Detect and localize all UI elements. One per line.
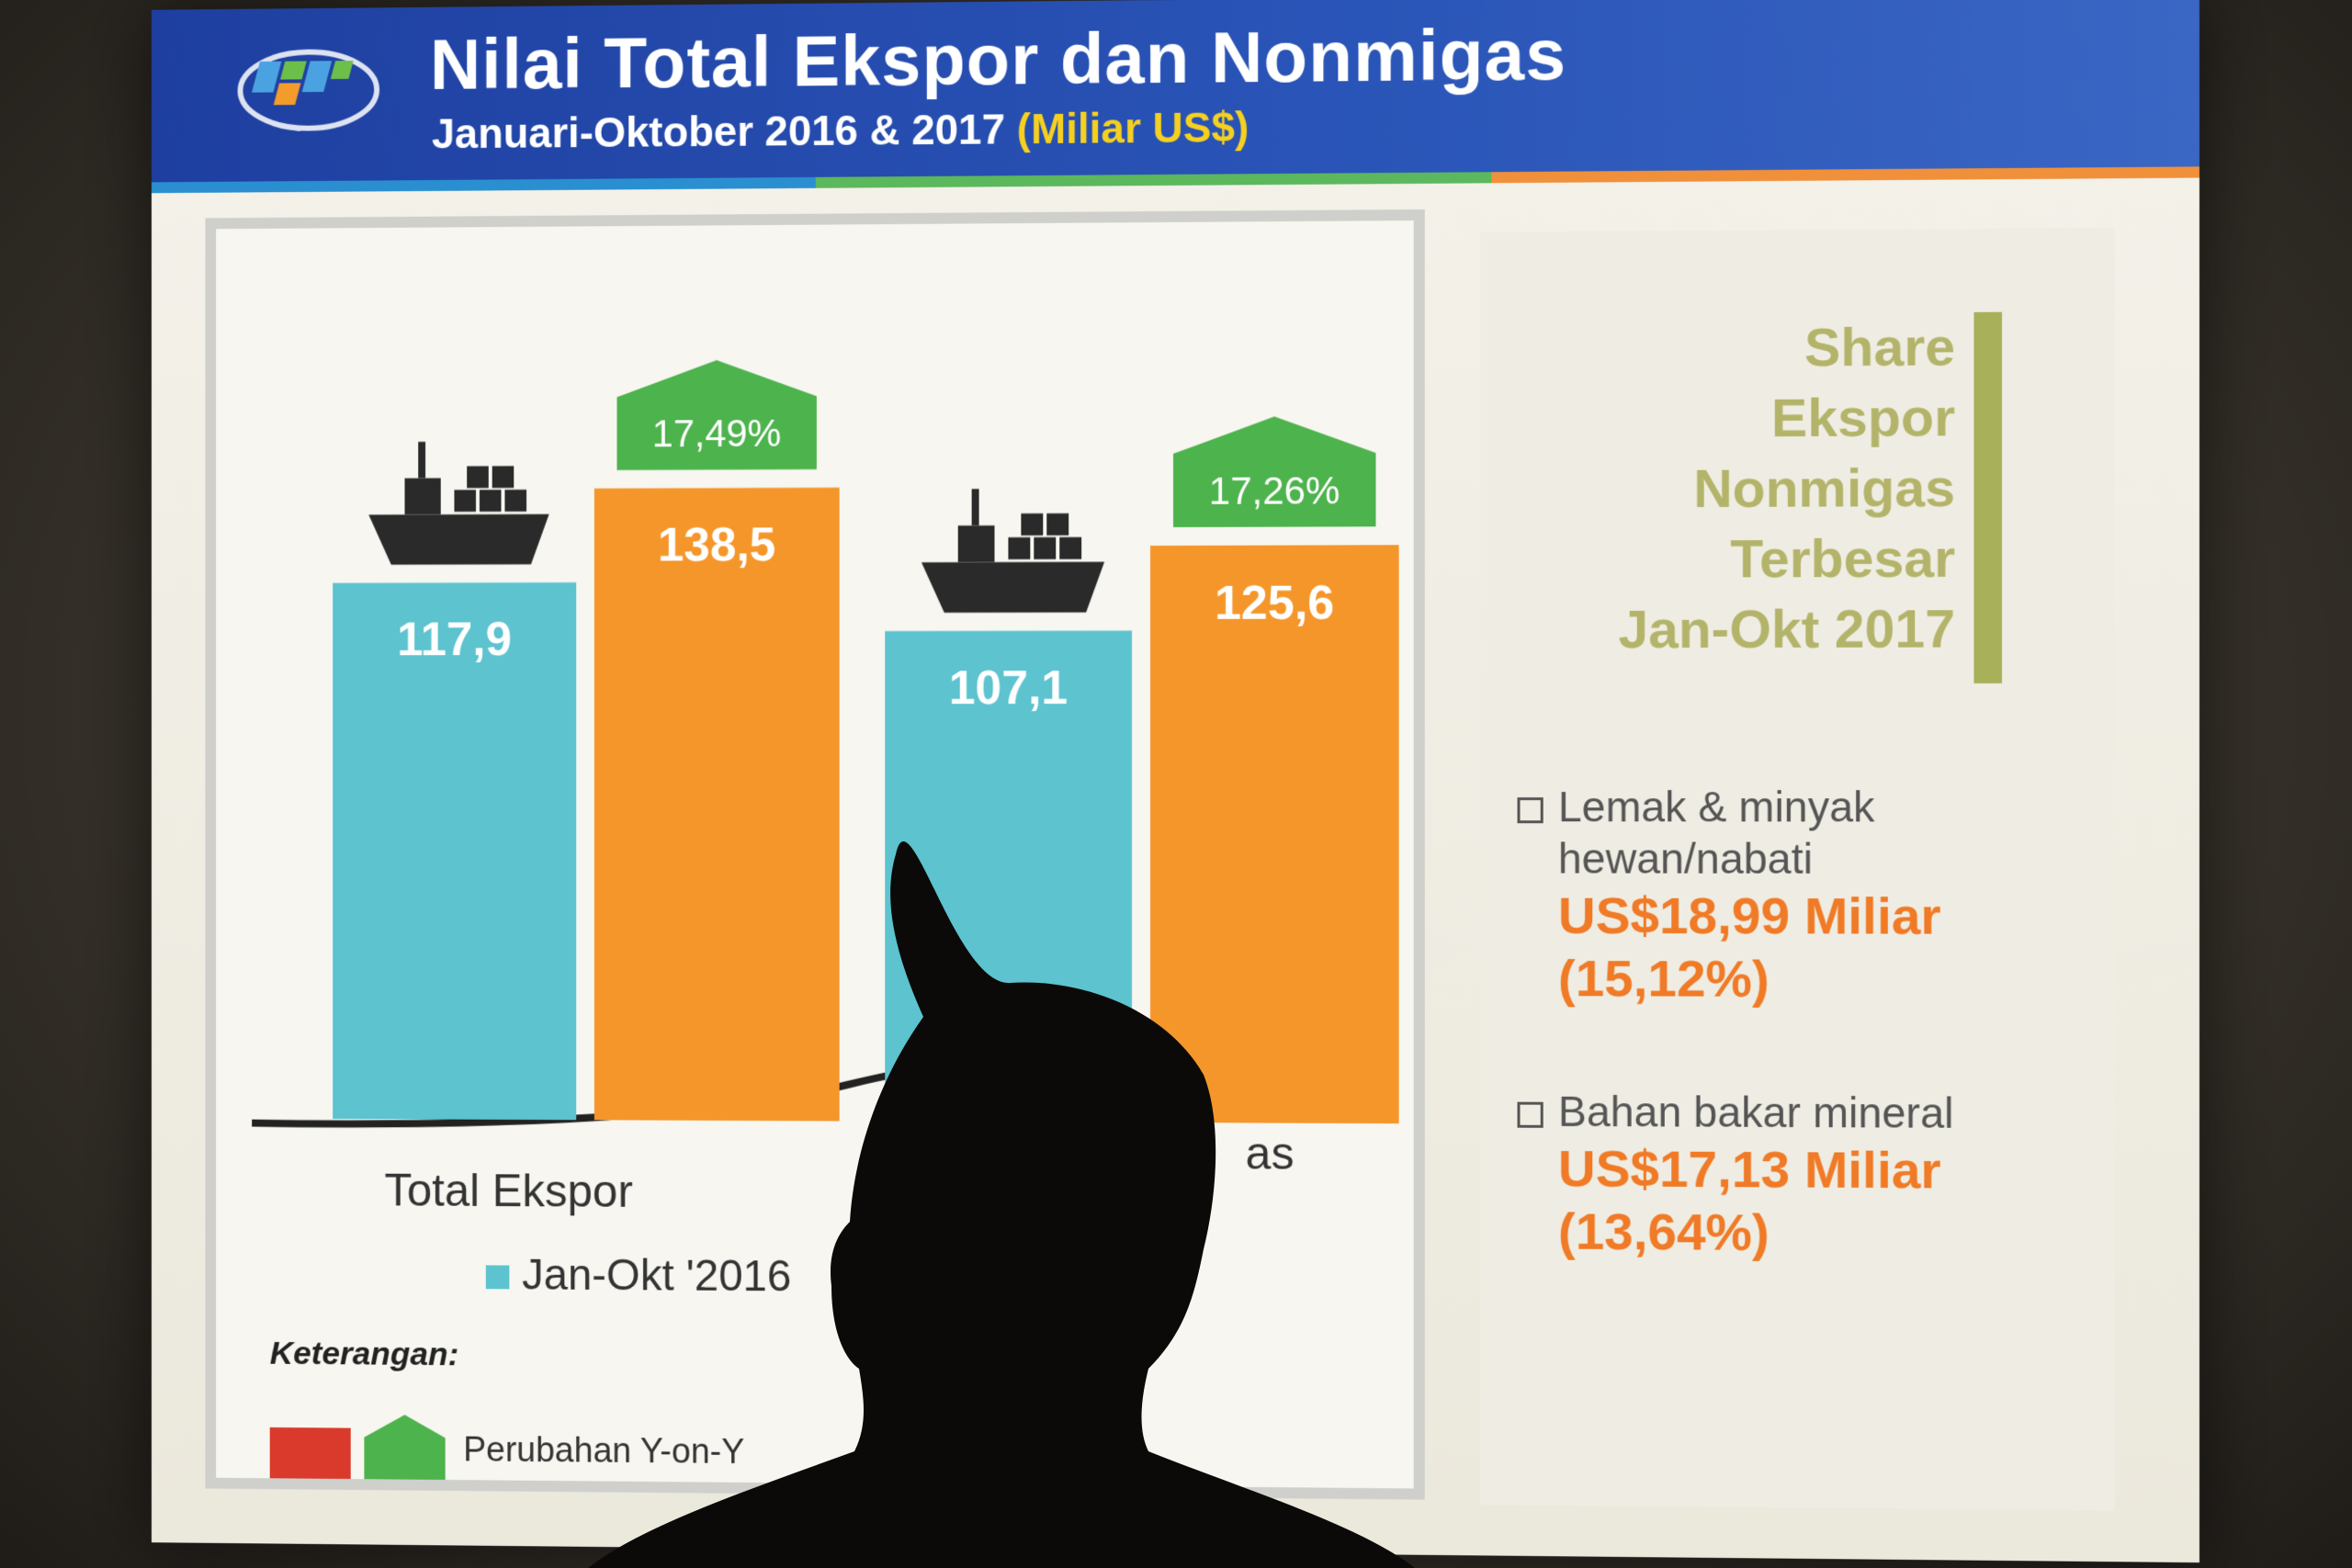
ship-container	[504, 490, 526, 512]
slide-title: Nilai Total Ekspor dan Nonmigas	[430, 13, 1566, 107]
legend-swatch	[486, 1265, 510, 1289]
projection-screen: Nilai Total Ekspor dan Nonmigas Januari-…	[152, 0, 2199, 1562]
bar-chart: 117,9 138,5 17,49% 107,1 125,6 17,26% Total Ek…	[216, 220, 1414, 1488]
growth-label: 17,49%	[652, 412, 782, 456]
ship-container	[1059, 537, 1081, 559]
share-heading: Share Ekspor Nonmigas Terbesar Jan-Okt 2…	[1536, 312, 1955, 665]
ship-mast	[972, 489, 979, 525]
share-heading-line: Share	[1804, 317, 1955, 378]
ship-bridge	[958, 525, 995, 562]
keterangan-label: Perubahan Y-on-Y	[463, 1429, 744, 1471]
legend-swatch	[903, 1258, 927, 1282]
ship-container	[454, 490, 476, 512]
ship-container	[467, 466, 489, 488]
ship-container	[492, 466, 514, 488]
bps-logo-icon	[237, 33, 380, 143]
down-arrow-icon	[270, 1427, 351, 1489]
ship-bridge	[404, 478, 440, 514]
commodity-name: Bahan bakar mineral	[1558, 1088, 1954, 1137]
cargo-ship-icon	[922, 562, 1104, 613]
ship-container	[1008, 537, 1030, 559]
subtitle-unit: (Miliar US$)	[1017, 103, 1250, 152]
title-banner: Nilai Total Ekspor dan Nonmigas Januari-…	[152, 0, 2199, 182]
commodity-item: Lemak & minyak hewan/nabati US$18,99 Mil…	[1517, 781, 2076, 1011]
bar-value-label: 107,1	[949, 660, 1068, 714]
legend-label: Jan-Okt '2016	[522, 1250, 791, 1301]
bar-value-label: 125,6	[1215, 575, 1334, 629]
share-accent-bar	[1973, 312, 2002, 683]
cargo-ship-icon	[368, 514, 548, 565]
share-heading-line: Terbesar	[1730, 528, 1955, 589]
checkbox-bullet-icon	[1517, 1101, 1543, 1127]
keterangan-heading: Keterangan:	[270, 1335, 459, 1372]
bar	[594, 488, 840, 1122]
up-arrow-icon	[364, 1415, 445, 1489]
category-label: Total Ekspor	[384, 1164, 632, 1216]
bar-value-label: 138,5	[658, 518, 776, 571]
category-label: as	[1246, 1127, 1295, 1179]
commodity-share: (13,64%)	[1517, 1200, 2076, 1266]
share-heading-line: Ekspor	[1771, 388, 1955, 448]
commodity-name: Lemak & minyak	[1558, 783, 1875, 830]
chart-panel: 117,9 138,5 17,49% 107,1 125,6 17,26% Total Ek…	[205, 209, 1424, 1500]
ship-container	[1021, 513, 1043, 536]
commodity-share: (15,12%)	[1517, 947, 2076, 1011]
bar-value-label: 117,9	[397, 613, 512, 666]
subtitle-period: Januari-Oktober 2016 & 2017	[432, 105, 1005, 157]
ship-container	[1046, 513, 1069, 536]
slide-subtitle: Januari-Oktober 2016 & 2017 (Miliar US$)	[432, 102, 1250, 158]
commodity-item: Bahan bakar mineral US$17,13 Miliar (13,…	[1517, 1086, 2076, 1267]
ship-container	[1034, 537, 1056, 559]
checkbox-bullet-icon	[1517, 797, 1543, 823]
share-heading-line: Jan-Okt 2017	[1618, 599, 1955, 660]
share-heading-line: Nonmigas	[1693, 458, 1955, 520]
bar	[1150, 545, 1399, 1123]
commodity-value: US$17,13 Miliar	[1517, 1137, 2076, 1203]
growth-label: 17,26%	[1209, 468, 1340, 513]
commodity-name: hewan/nabati	[1517, 832, 2076, 885]
commodity-value: US$18,99 Miliar	[1517, 885, 2076, 949]
ship-container	[480, 490, 502, 512]
ship-mast	[418, 442, 425, 479]
